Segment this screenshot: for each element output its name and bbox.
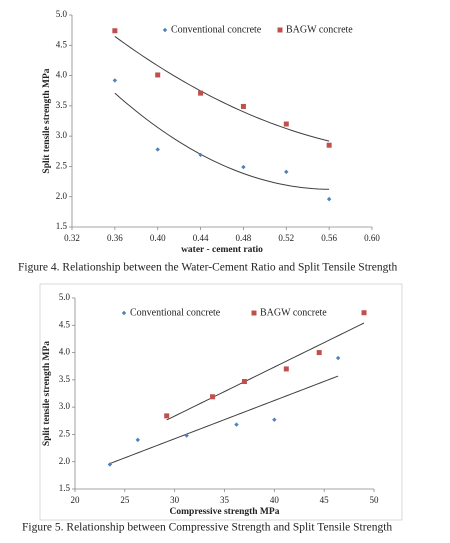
data-point <box>155 147 160 152</box>
y-tick-label: 2.0 <box>56 191 68 201</box>
x-tick-label: 0.40 <box>150 233 166 243</box>
data-point <box>335 355 341 361</box>
legend-label: BAGW concrete <box>286 24 353 35</box>
data-point <box>272 417 277 422</box>
y-tick-label: 4.0 <box>56 70 68 80</box>
legend-label: Conventional concrete <box>171 24 262 35</box>
data-point <box>107 462 113 467</box>
x-tick-label: 25 <box>120 495 130 505</box>
x-axis-title: water - cement ratio <box>181 245 263 255</box>
data-point <box>326 196 332 202</box>
data-point <box>210 394 216 400</box>
figure-caption: Figure 5. Relationship between Compressi… <box>22 522 392 534</box>
data-point <box>326 142 332 148</box>
data-point <box>283 366 289 372</box>
legend-marker <box>162 27 168 33</box>
data-point <box>316 350 322 356</box>
y-tick-label: 3.0 <box>59 401 71 411</box>
trendline <box>114 36 330 142</box>
data-point <box>198 152 203 158</box>
x-tick-label: 0.48 <box>236 233 252 243</box>
legend-label: BAGW concrete <box>260 307 327 318</box>
x-tick-label: 0.32 <box>64 233 80 243</box>
y-tick-label: 1.5 <box>56 221 68 231</box>
x-tick-label: 35 <box>220 495 230 505</box>
y-tick-label: 3.5 <box>59 374 71 384</box>
data-point <box>234 422 239 427</box>
x-tick-label: 0.36 <box>107 233 123 243</box>
data-point <box>283 121 289 127</box>
y-tick-label: 1.5 <box>59 483 71 493</box>
y-tick-label: 4.0 <box>59 347 71 357</box>
data-point <box>241 164 246 170</box>
legend-marker <box>277 27 283 33</box>
y-axis-title: Split tensile strength MPa <box>42 68 52 173</box>
data-point <box>198 90 204 96</box>
legend-marker <box>251 310 257 316</box>
x-tick-label: 50 <box>370 495 380 505</box>
y-tick-label: 5.0 <box>59 292 71 302</box>
y-tick-label: 3.5 <box>56 100 68 110</box>
y-tick-label: 4.5 <box>59 319 71 329</box>
trendline <box>109 375 339 465</box>
x-tick-label: 20 <box>71 495 81 505</box>
trendline <box>114 92 330 190</box>
x-tick-label: 40 <box>270 495 280 505</box>
legend-marker <box>121 310 127 316</box>
data-point <box>164 413 170 419</box>
x-tick-label: 0.44 <box>193 233 209 243</box>
data-point <box>184 433 189 438</box>
data-point <box>241 378 247 384</box>
figure-caption: Figure 4. Relationship between the Water… <box>18 262 398 274</box>
legend-label: Conventional concrete <box>130 307 221 318</box>
trendline <box>166 322 365 421</box>
data-point <box>284 169 289 175</box>
x-tick-label: 0.56 <box>321 233 337 243</box>
y-tick-label: 2.5 <box>59 428 71 438</box>
x-tick-label: 0.60 <box>364 233 380 243</box>
y-tick-label: 3.0 <box>56 130 68 140</box>
data-point <box>240 103 246 109</box>
y-tick-label: 2.5 <box>56 160 68 170</box>
y-tick-label: 4.5 <box>56 39 68 49</box>
y-tick-label: 5.0 <box>56 9 68 19</box>
data-point <box>112 28 118 34</box>
data-point <box>361 310 367 316</box>
data-point <box>135 437 140 443</box>
x-axis-title: Compressive strength MPa <box>170 507 280 517</box>
y-tick-label: 2.0 <box>59 456 71 466</box>
x-tick-label: 45 <box>320 495 330 505</box>
chart-frame <box>39 283 403 521</box>
y-axis-title: Split tensile strength MPa <box>42 341 52 446</box>
data-point <box>112 78 118 83</box>
x-tick-label: 30 <box>170 495 180 505</box>
x-tick-label: 0.52 <box>278 233 294 243</box>
data-point <box>155 72 161 78</box>
